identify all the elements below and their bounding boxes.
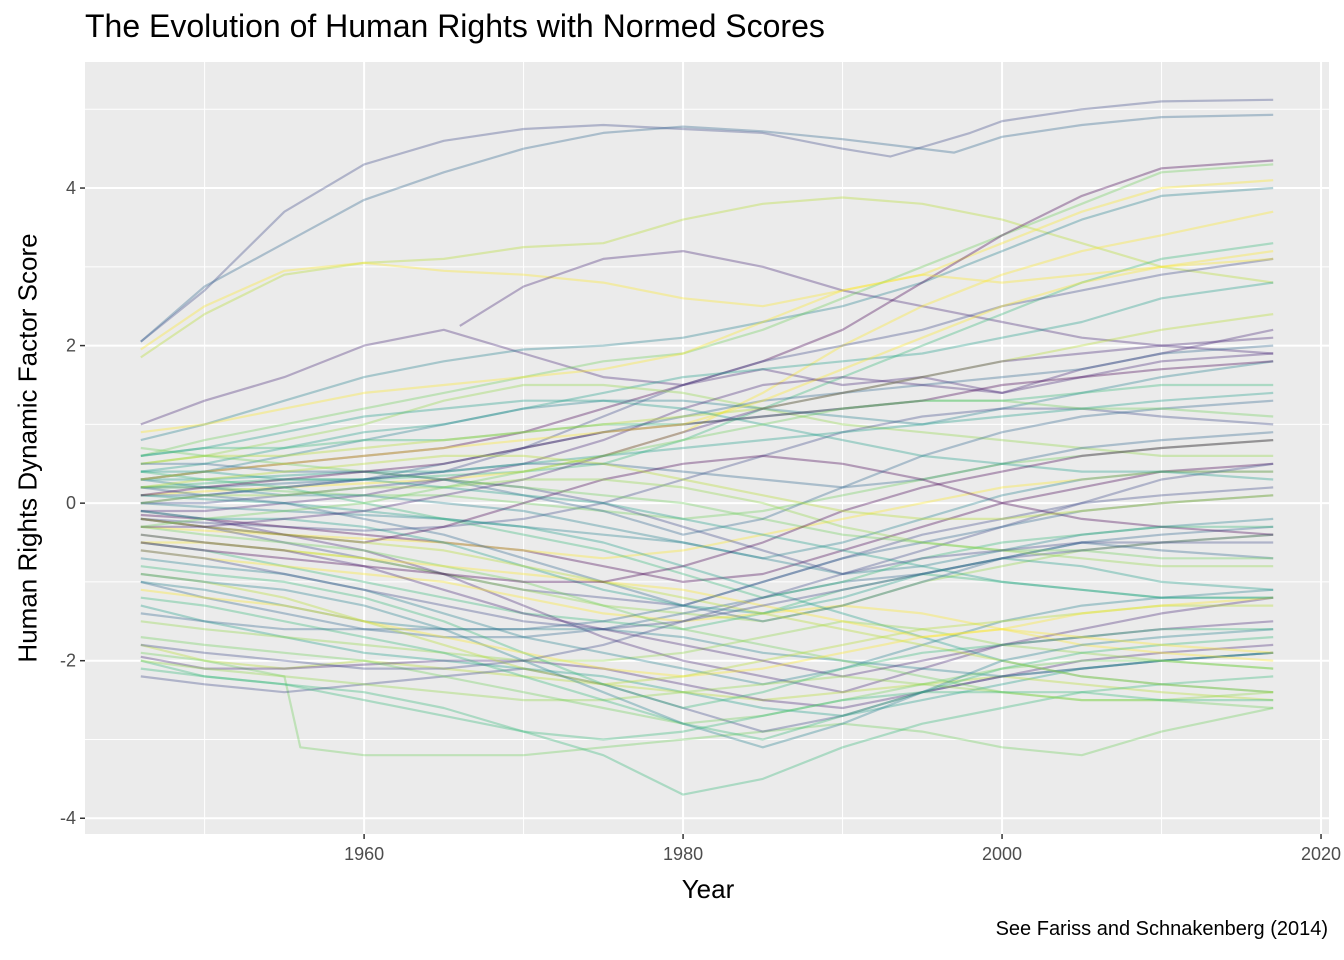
y-tick-label: -2 bbox=[60, 651, 76, 671]
series-line bbox=[140, 557, 1274, 686]
series-line bbox=[140, 636, 1274, 725]
series-line bbox=[140, 344, 1274, 489]
series-line bbox=[140, 596, 1274, 741]
series-line bbox=[140, 494, 1274, 631]
series-line bbox=[140, 257, 1274, 434]
series-line bbox=[140, 336, 1274, 528]
series-line bbox=[459, 250, 1274, 355]
series-line bbox=[140, 462, 1274, 576]
series-line bbox=[140, 478, 1274, 568]
series-line bbox=[140, 462, 1274, 584]
series-line bbox=[140, 643, 1274, 710]
series-line bbox=[140, 352, 1274, 513]
series-line bbox=[140, 454, 1274, 521]
series-line bbox=[140, 565, 1274, 710]
series-line bbox=[140, 572, 1274, 686]
series-line bbox=[140, 509, 1274, 694]
series-line bbox=[140, 439, 1274, 584]
series-line bbox=[140, 517, 1274, 694]
series-line bbox=[140, 439, 1274, 521]
series-line bbox=[140, 391, 1274, 481]
series-line bbox=[140, 502, 1274, 576]
series-line bbox=[140, 257, 1274, 505]
x-tick-label: 1960 bbox=[344, 844, 384, 864]
series-line bbox=[140, 525, 1274, 639]
series-line bbox=[140, 454, 1274, 544]
y-axis-title: Human Rights Dynamic Factor Score bbox=[12, 233, 43, 663]
series-line bbox=[140, 407, 1274, 532]
series-line bbox=[140, 431, 1274, 497]
x-tick-label: 1980 bbox=[663, 844, 703, 864]
series-line bbox=[140, 250, 1274, 481]
major-gridlines bbox=[85, 62, 1329, 834]
series-lines bbox=[140, 98, 1274, 796]
series-line bbox=[140, 486, 1274, 623]
series-line bbox=[140, 572, 1274, 749]
series-line bbox=[140, 163, 1274, 457]
series-line bbox=[140, 541, 1274, 631]
series-line bbox=[140, 470, 1274, 560]
series-line bbox=[140, 494, 1274, 694]
series-line bbox=[140, 549, 1274, 662]
series-line bbox=[140, 659, 1274, 702]
series-line bbox=[140, 360, 1274, 481]
y-tick-label: 0 bbox=[66, 493, 76, 513]
x-axis-title: Year bbox=[681, 874, 735, 904]
series-line bbox=[140, 509, 1274, 615]
series-line bbox=[140, 328, 1274, 426]
series-line bbox=[140, 486, 1274, 607]
plot-panel bbox=[85, 62, 1329, 834]
series-line bbox=[140, 113, 1274, 343]
series-line bbox=[140, 383, 1274, 465]
chart-caption: See Fariss and Schnakenberg (2014) bbox=[995, 918, 1328, 940]
series-line bbox=[140, 620, 1274, 670]
series-line bbox=[140, 541, 1274, 670]
x-axis: 1960 1980 2000 2020 bbox=[344, 834, 1341, 864]
series-line bbox=[140, 399, 1274, 536]
series-line bbox=[140, 186, 1274, 442]
minor-gridlines bbox=[85, 62, 1329, 834]
series-line bbox=[140, 659, 1274, 796]
series-line bbox=[140, 651, 1274, 733]
chart-title: The Evolution of Human Rights with Norme… bbox=[85, 8, 825, 44]
y-tick-label: -4 bbox=[60, 808, 76, 828]
series-line bbox=[140, 541, 1274, 639]
series-line bbox=[140, 399, 1274, 528]
series-line bbox=[140, 242, 1274, 489]
series-line bbox=[140, 98, 1274, 343]
series-line bbox=[140, 446, 1274, 560]
series-line bbox=[140, 179, 1274, 351]
series-line bbox=[140, 651, 1274, 757]
series-line bbox=[140, 210, 1274, 497]
series-line bbox=[140, 588, 1274, 678]
series-line bbox=[140, 196, 1274, 359]
y-tick-label: 4 bbox=[66, 178, 76, 198]
series-line bbox=[140, 470, 1274, 560]
series-line bbox=[140, 533, 1274, 678]
series-line bbox=[140, 159, 1274, 481]
series-line bbox=[140, 470, 1274, 599]
series-line bbox=[140, 360, 1274, 497]
series-line bbox=[140, 281, 1274, 473]
series-line bbox=[140, 667, 1274, 741]
series-line bbox=[140, 470, 1274, 599]
series-line bbox=[140, 525, 1274, 710]
series-line bbox=[140, 604, 1274, 717]
series-line bbox=[140, 383, 1274, 457]
series-line bbox=[140, 313, 1274, 465]
series-line bbox=[140, 580, 1274, 678]
series-line bbox=[140, 533, 1274, 623]
series-line bbox=[140, 533, 1274, 631]
x-tick-label: 2000 bbox=[982, 844, 1022, 864]
series-line bbox=[140, 643, 1274, 702]
series-line bbox=[140, 399, 1274, 481]
x-tick-label: 2020 bbox=[1301, 844, 1341, 864]
y-tick-label: 2 bbox=[66, 336, 76, 356]
y-axis: -4 -2 0 2 4 bbox=[60, 178, 85, 828]
